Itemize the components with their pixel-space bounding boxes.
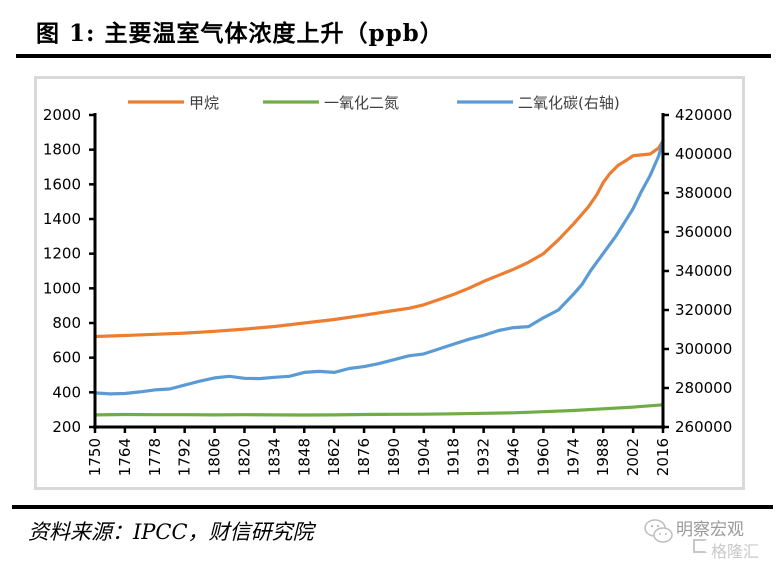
legend-label-0: 甲烷 <box>189 94 219 112</box>
y-tick-label: 2000 <box>43 106 81 124</box>
x-tick-label: 1778 <box>146 438 164 476</box>
watermark-account: 明察宏观 <box>676 520 744 540</box>
x-tick-label: 1806 <box>206 438 224 476</box>
series-line-1 <box>93 403 665 417</box>
x-tick-label: 1988 <box>594 438 612 476</box>
x-tick-label: 1848 <box>295 438 313 476</box>
x-tick-label: 1918 <box>445 438 463 476</box>
chart-frame <box>34 76 745 490</box>
legend-label-1: 一氧化二氮 <box>324 94 399 112</box>
x-tick-label: 1932 <box>475 438 493 476</box>
wechat-icon <box>644 519 673 543</box>
y2-tick-label: 300000 <box>675 340 732 358</box>
y2-tick-label: 260000 <box>675 418 732 436</box>
series-layer <box>93 138 665 417</box>
legend: 甲烷 一氧化二氮 二氧化碳(右轴) <box>128 94 620 112</box>
x-tick-label: 2016 <box>654 438 672 476</box>
series-line-0 <box>93 139 665 339</box>
y-tick-label: 1200 <box>43 245 81 263</box>
axes-layer: 2000 1800 1600 1400 1200 1000 800 600 400 200 4200… <box>43 106 732 476</box>
gelonghui-logo-icon <box>693 539 707 553</box>
y-tick-label: 600 <box>52 349 81 367</box>
x-tick-label: 1974 <box>564 438 582 476</box>
title-rule <box>16 54 771 58</box>
x-tick-label: 1946 <box>505 438 523 476</box>
y2-tick-label: 360000 <box>675 223 732 241</box>
source-note: 资料来源：IPCC，财信研究院 <box>28 520 314 544</box>
watermark-brand: 格隆汇 <box>711 542 760 561</box>
y-tick-label: 800 <box>52 314 81 332</box>
y2-tick-label: 400000 <box>675 145 732 163</box>
y2-tick-label: 420000 <box>675 106 732 124</box>
y2-tick-label: 280000 <box>675 379 732 397</box>
y-tick-label: 1800 <box>43 141 81 159</box>
y-tick-label: 1400 <box>43 210 81 228</box>
watermark: 明察宏观 格隆汇 <box>643 515 778 563</box>
x-tick-label: 1862 <box>325 438 343 476</box>
x-tick-label: 1820 <box>235 438 253 476</box>
y-tick-label: 400 <box>52 383 81 401</box>
x-tick-label: 1750 <box>86 438 104 476</box>
legend-label-2: 二氧化碳(右轴) <box>518 94 620 112</box>
y2-tick-label: 340000 <box>675 262 732 280</box>
x-tick-label: 1834 <box>265 438 283 476</box>
x-tick-label: 1960 <box>534 438 552 476</box>
y-tick-label: 1000 <box>43 279 81 297</box>
y-tick-label: 1600 <box>43 175 81 193</box>
y-tick-label: 200 <box>52 418 81 436</box>
series-line-2 <box>93 138 665 396</box>
x-tick-label: 2002 <box>624 438 642 476</box>
x-tick-label: 1876 <box>355 438 373 476</box>
x-tick-label: 1764 <box>116 438 134 476</box>
y2-tick-label: 320000 <box>675 301 732 319</box>
x-tick-label: 1890 <box>385 438 403 476</box>
y2-tick-label: 380000 <box>675 184 732 202</box>
figure-title: 图 1: 主要温室气体浓度上升（ppb） <box>36 20 444 47</box>
x-tick-label: 1904 <box>415 438 433 476</box>
source-rule <box>12 505 773 509</box>
x-tick-label: 1792 <box>176 438 194 476</box>
